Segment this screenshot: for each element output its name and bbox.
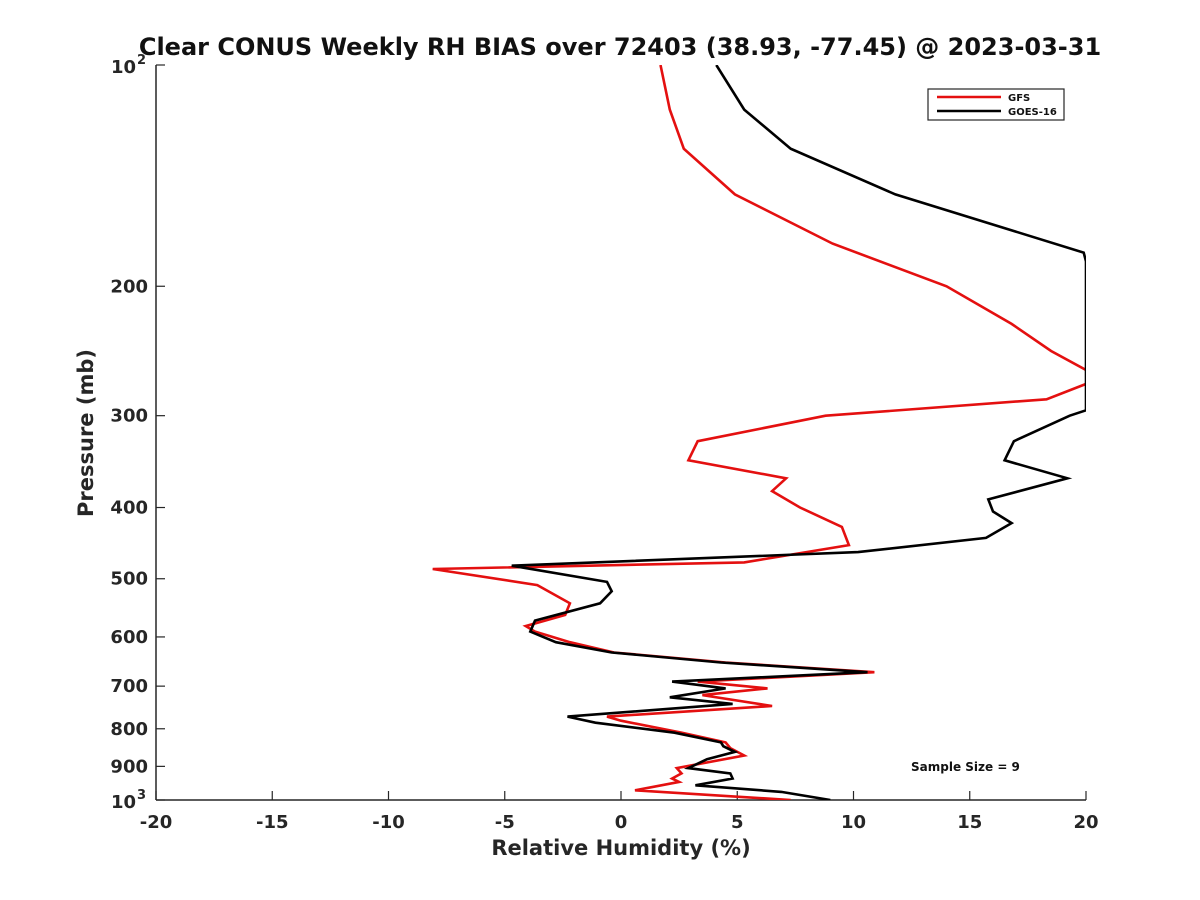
y-tick-label: 10 <box>111 792 136 813</box>
x-tick-label: 5 <box>731 812 744 833</box>
series-line-gfs <box>432 65 1086 800</box>
y-tick-label: 600 <box>110 627 148 648</box>
x-tick-label: -20 <box>140 812 173 833</box>
y-tick-label: 500 <box>110 569 148 590</box>
series-layer <box>432 65 1086 800</box>
x-tick-label: -15 <box>256 812 289 833</box>
y-tick-label: 700 <box>110 676 148 697</box>
legend-box <box>927 88 1065 121</box>
y-tick-exponent: 3 <box>137 788 146 803</box>
y-axis-label: Pressure (mb) <box>74 349 98 517</box>
legend-label-goes-16: GOES-16 <box>1008 107 1057 118</box>
x-ticks: -20 -15 -10 -5 0 5 10 15 20 <box>140 791 1099 833</box>
x-axis-label: Relative Humidity (%) <box>491 836 750 860</box>
y-tick-label: 400 <box>110 498 148 519</box>
sample-size-annotation: Sample Size = 9 <box>911 760 1020 774</box>
y-tick-label: 10 <box>111 57 136 78</box>
y-tick-label: 300 <box>110 406 148 427</box>
x-tick-label: 15 <box>957 812 982 833</box>
series-line-goes-16 <box>511 65 1086 800</box>
x-tick-label: 20 <box>1073 812 1098 833</box>
plot-area <box>155 65 1086 801</box>
x-tick-label: -10 <box>372 812 405 833</box>
x-tick-label: 10 <box>841 812 866 833</box>
legend: GFS GOES-16 <box>927 88 1065 121</box>
y-tick-label: 200 <box>110 276 148 297</box>
chart-title: Clear CONUS Weekly RH BIAS over 72403 (3… <box>139 33 1101 61</box>
x-tick-label: -5 <box>495 812 515 833</box>
legend-label-gfs: GFS <box>1008 93 1030 104</box>
y-tick-exponent: 2 <box>137 53 146 68</box>
x-tick-label: 0 <box>615 812 628 833</box>
y-tick-label: 800 <box>110 719 148 740</box>
y-tick-label: 900 <box>110 756 148 777</box>
